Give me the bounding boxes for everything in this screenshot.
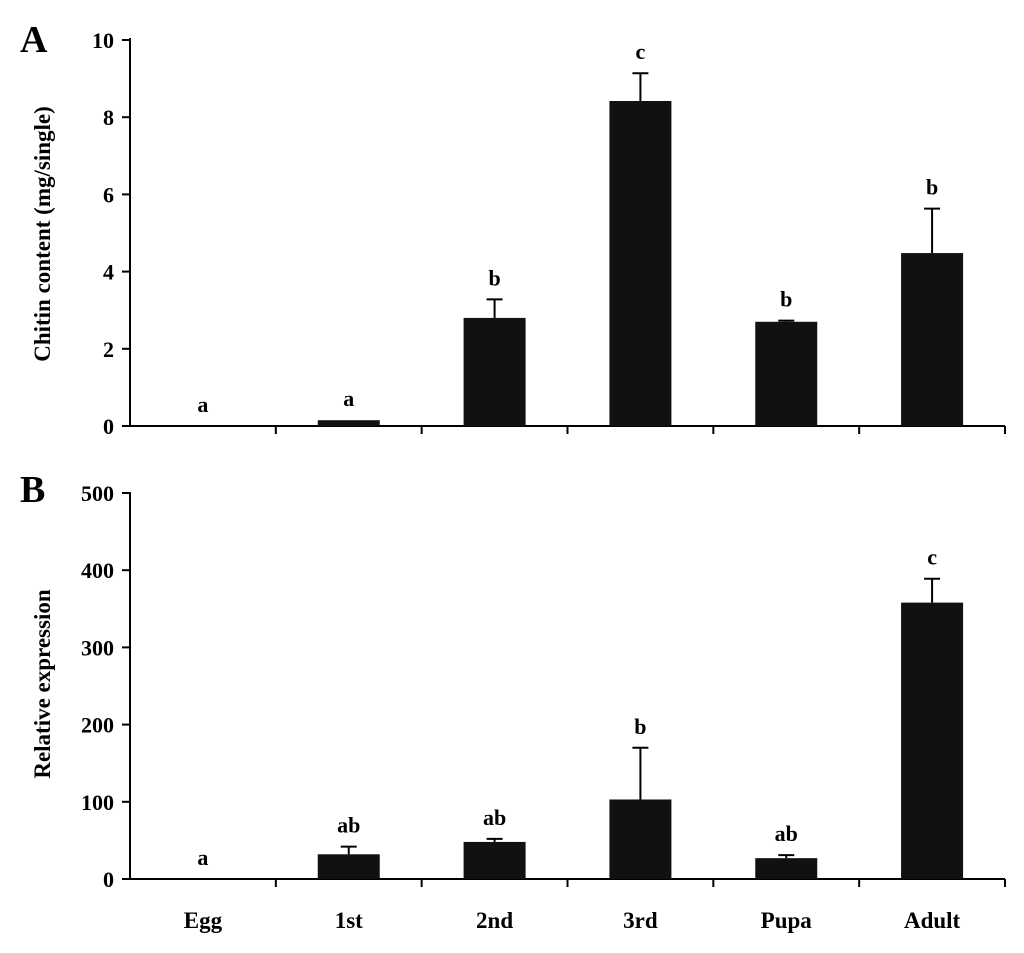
panel-b-x-ticks: [274, 879, 1006, 887]
panel-a: A Chitin content (mg/single) 0 2 4 6 8 10 a a b…: [20, 19, 1006, 439]
panel-a-error-bar-3rd: [632, 72, 649, 101]
panel-a-y-tick-label: 0: [103, 414, 114, 439]
panel-b: B Relative expression 0 100 200 300 400 500 a…: [20, 469, 1006, 892]
panel-a-significance-adult: b: [926, 175, 938, 200]
panel-b-significance-1st: ab: [337, 813, 360, 838]
panel-a-y-tick-label: 6: [103, 182, 114, 207]
panel-a-bar-3rd: [609, 100, 672, 426]
panel-a-error-bar-adult: [924, 207, 941, 254]
panel-b-error-bar-2nd: [486, 837, 503, 842]
panel-b-y-tick-label: 300: [81, 635, 114, 660]
panel-a-significance-2nd: b: [488, 265, 500, 290]
panel-b-bar-3rd: [609, 799, 672, 879]
panel-a-y-tick-label: 10: [92, 28, 114, 53]
panel-a-error-bar-pupa: [778, 319, 795, 322]
panel-a-significance-1st: a: [343, 386, 354, 411]
panel-b-y-ticks: 0 100 200 300 400 500: [81, 481, 130, 892]
panel-a-label: A: [20, 19, 48, 61]
x-category-label-3rd: 3rd: [623, 908, 658, 933]
panel-a-y-tick-label: 8: [103, 105, 114, 130]
x-category-label-egg: Egg: [184, 908, 223, 933]
panel-b-bars: a ab ab b ab c: [197, 545, 964, 879]
panel-b-bar-adult: [901, 602, 964, 879]
panel-a-bar-1st: [317, 420, 380, 426]
panel-b-bar-pupa: [755, 858, 818, 879]
panel-b-significance-adult: c: [927, 545, 937, 570]
x-category-label-2nd: 2nd: [476, 908, 513, 933]
panel-b-y-tick-label: 0: [103, 867, 114, 892]
panel-b-error-bar-pupa: [778, 854, 795, 859]
panel-a-bar-pupa: [755, 321, 818, 426]
panel-a-y-tick-label: 2: [103, 337, 114, 362]
panel-b-y-axis-label: Relative expression: [30, 589, 55, 779]
panel-b-bar-1st: [317, 854, 380, 879]
panel-a-error-bar-2nd: [486, 298, 503, 318]
panel-b-label: B: [20, 469, 45, 511]
panel-b-error-bar-3rd: [632, 746, 649, 800]
panel-a-x-ticks: [274, 426, 1006, 434]
panel-a-y-axis-label: Chitin content (mg/single): [30, 106, 55, 362]
panel-a-bars: a a b c b b: [197, 39, 964, 426]
panel-a-y-tick-label: 4: [103, 260, 114, 285]
panel-b-significance-egg: a: [197, 845, 208, 870]
panel-a-bar-adult: [901, 253, 964, 426]
panel-a-y-ticks: 0 2 4 6 8 10: [92, 28, 130, 439]
panel-b-y-tick-label: 200: [81, 713, 114, 738]
panel-b-y-tick-label: 500: [81, 481, 114, 506]
panel-b-significance-3rd: b: [634, 714, 646, 739]
panel-a-significance-pupa: b: [780, 287, 792, 312]
panel-b-error-bar-1st: [340, 845, 357, 855]
panel-b-significance-pupa: ab: [775, 821, 798, 846]
panel-b-significance-2nd: ab: [483, 805, 506, 830]
x-category-label-adult: Adult: [904, 908, 961, 933]
x-category-label-1st: 1st: [335, 908, 363, 933]
category-labels: Egg 1st 2nd 3rd Pupa Adult: [184, 908, 961, 933]
panel-a-significance-3rd: c: [636, 39, 646, 64]
panel-b-y-tick-label: 100: [81, 790, 114, 815]
panel-a-significance-egg: a: [197, 392, 208, 417]
panel-b-y-tick-label: 400: [81, 558, 114, 583]
x-category-label-pupa: Pupa: [761, 908, 813, 933]
panel-b-error-bar-adult: [924, 577, 941, 603]
panel-b-bar-2nd: [463, 841, 526, 879]
panel-a-bar-2nd: [463, 317, 526, 426]
